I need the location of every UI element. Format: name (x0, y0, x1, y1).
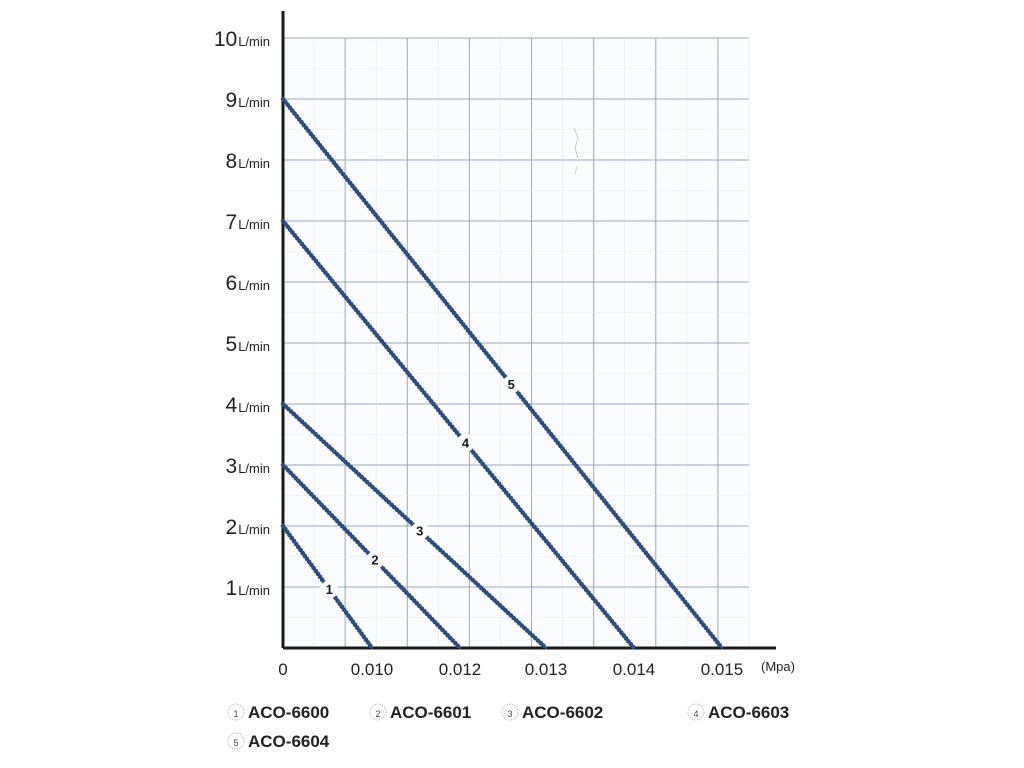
svg-text:2: 2 (375, 709, 380, 719)
svg-text:0.012: 0.012 (439, 660, 482, 679)
svg-text:0.015: 0.015 (701, 660, 744, 679)
svg-text:3: 3 (507, 709, 512, 719)
svg-text:5: 5 (508, 377, 515, 392)
svg-text:7L/min: 7L/min (226, 211, 270, 234)
svg-text:ACO-6600: ACO-6600 (248, 703, 329, 722)
svg-text:3L/min: 3L/min (226, 455, 270, 478)
svg-text:4: 4 (693, 709, 698, 719)
svg-text:4L/min: 4L/min (226, 394, 270, 417)
svg-text:10L/min: 10L/min (214, 28, 270, 51)
svg-text:ACO-6602: ACO-6602 (522, 703, 603, 722)
svg-text:(Mpa): (Mpa) (761, 659, 795, 674)
svg-text:0.014: 0.014 (613, 660, 656, 679)
svg-text:5: 5 (233, 738, 238, 748)
svg-text:8L/min: 8L/min (226, 150, 270, 173)
svg-text:ACO-6604: ACO-6604 (248, 732, 330, 751)
svg-text:ACO-6603: ACO-6603 (708, 703, 789, 722)
svg-text:0.010: 0.010 (351, 660, 394, 679)
svg-text:5L/min: 5L/min (226, 333, 270, 356)
svg-text:0: 0 (278, 660, 287, 679)
svg-text:1L/min: 1L/min (226, 577, 270, 600)
svg-text:9L/min: 9L/min (226, 89, 270, 112)
svg-text:3: 3 (416, 523, 423, 538)
svg-text:ACO-6601: ACO-6601 (390, 703, 471, 722)
svg-text:2: 2 (371, 553, 378, 568)
svg-text:1: 1 (326, 582, 333, 597)
svg-text:4: 4 (462, 435, 470, 450)
svg-text:6L/min: 6L/min (226, 272, 270, 295)
svg-text:0.013: 0.013 (525, 660, 568, 679)
svg-text:2L/min: 2L/min (226, 516, 270, 539)
svg-text:1: 1 (233, 709, 238, 719)
